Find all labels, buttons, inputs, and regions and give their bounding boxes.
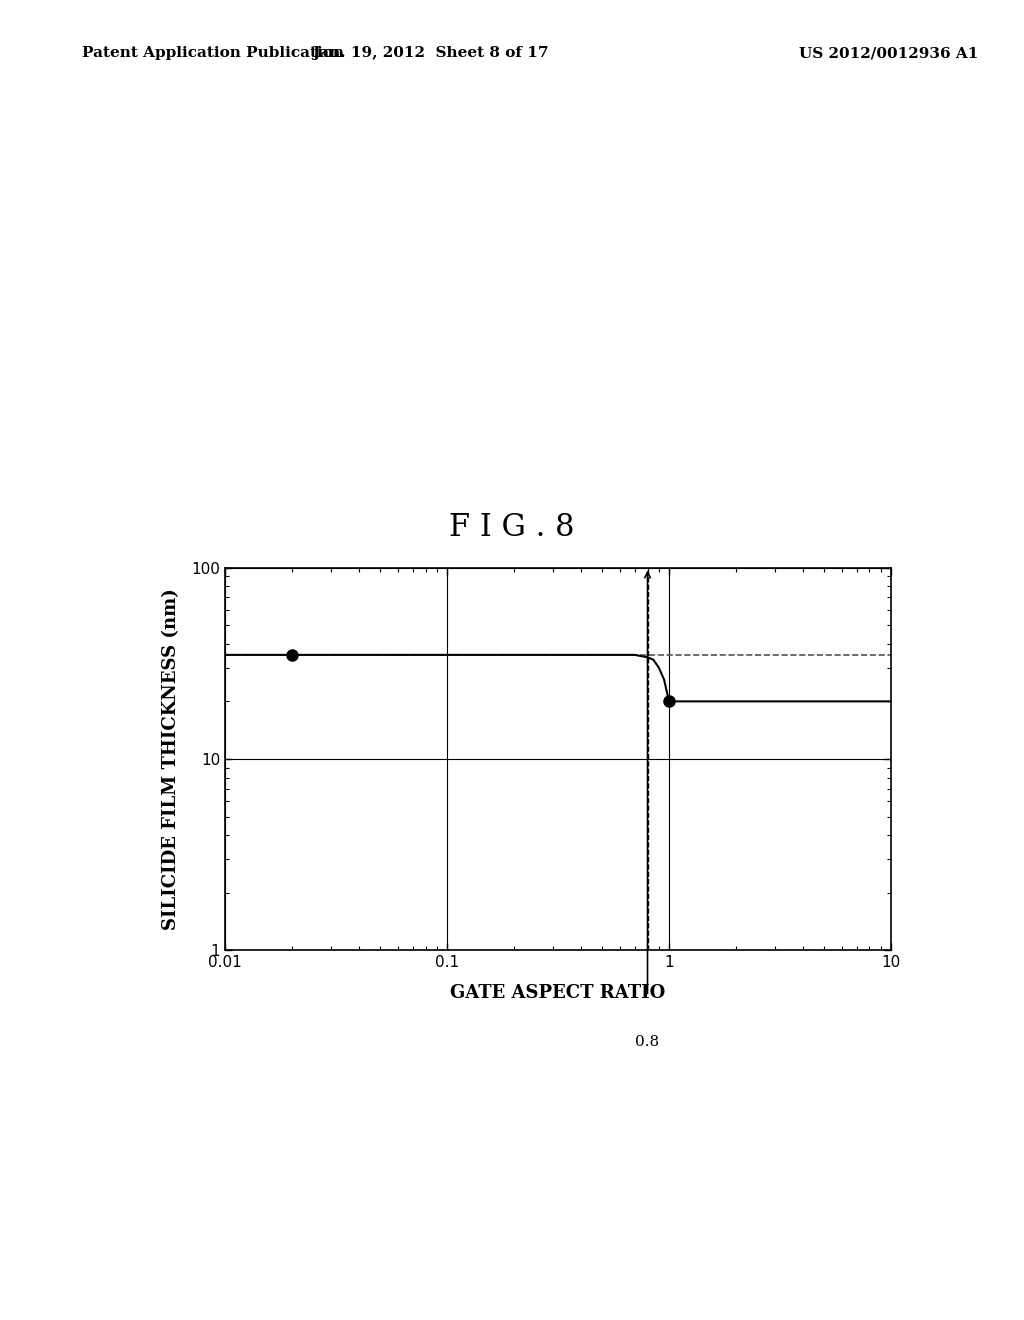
X-axis label: GATE ASPECT RATIO: GATE ASPECT RATIO bbox=[451, 985, 666, 1002]
Text: Jan. 19, 2012  Sheet 8 of 17: Jan. 19, 2012 Sheet 8 of 17 bbox=[312, 46, 548, 61]
Text: US 2012/0012936 A1: US 2012/0012936 A1 bbox=[799, 46, 978, 61]
Text: 0.8: 0.8 bbox=[636, 1035, 659, 1048]
Text: Patent Application Publication: Patent Application Publication bbox=[82, 46, 344, 61]
Text: F I G . 8: F I G . 8 bbox=[450, 512, 574, 544]
Y-axis label: SILICIDE FILM THICKNESS (nm): SILICIDE FILM THICKNESS (nm) bbox=[163, 589, 180, 929]
